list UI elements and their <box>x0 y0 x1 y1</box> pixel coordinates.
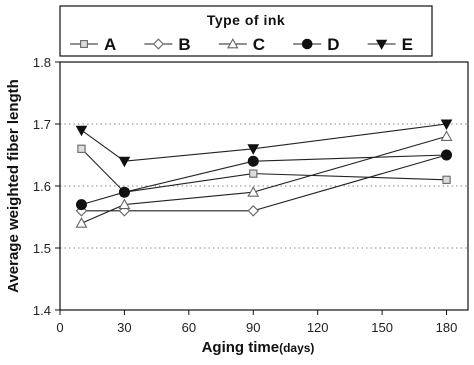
legend-entry-d-marker <box>301 38 313 50</box>
legend-entry-c: C <box>218 35 265 54</box>
legend-entry-c-marker <box>227 38 239 49</box>
series-e-line <box>81 123 447 162</box>
x-axis-label-text: Aging time <box>202 339 280 356</box>
legend-entry-e-label: E <box>402 35 413 54</box>
legend-entry-c-label: C <box>253 35 265 54</box>
series-d-line <box>81 154 447 206</box>
legend-entry-b-marker <box>152 38 164 50</box>
legend-entry-a-marker <box>80 40 88 48</box>
series-e-point <box>440 119 453 131</box>
legend: Type of ink A B C D E <box>59 5 433 57</box>
series-e-point <box>118 156 131 168</box>
series-c-point <box>118 198 131 210</box>
series-e <box>75 119 453 168</box>
series-c-line <box>81 135 447 224</box>
series-e-point <box>247 144 260 155</box>
legend-entry-b: B <box>144 35 191 54</box>
y-tick-label: 1.5 <box>33 241 51 256</box>
x-tick-label: 150 <box>371 320 393 335</box>
series-c-point <box>75 217 88 228</box>
series-d <box>75 149 453 211</box>
legend-entry-a-label: A <box>104 35 116 54</box>
series-a-point <box>77 144 86 153</box>
y-axis-label: Average weighted fiber length <box>5 79 22 293</box>
series-c-point <box>247 186 260 197</box>
series-group <box>75 119 453 228</box>
series-a-line <box>81 148 447 193</box>
legend-entry-e: E <box>367 35 413 54</box>
legend-box <box>59 5 433 57</box>
x-tick-label: 60 <box>182 320 196 335</box>
x-tick-label: 0 <box>56 320 63 335</box>
axis-labels: Aging time(days) Average weighted fiber l… <box>5 79 314 356</box>
series-d-point <box>118 186 130 198</box>
axes: 0 30 60 90 120 150 180 1.4 1.5 1.6 1.7 1.8 <box>33 55 469 335</box>
y-tick-label: 1.8 <box>33 55 51 70</box>
y-tick-label: 1.6 <box>33 179 51 194</box>
x-tick-label: 90 <box>246 320 260 335</box>
series-d-point <box>441 149 453 161</box>
series-e-point <box>75 125 88 137</box>
y-tick-label: 1.4 <box>33 303 51 318</box>
series-b-line <box>81 154 447 212</box>
legend-entry-b-label: B <box>178 35 190 54</box>
series-a-point <box>249 169 258 178</box>
legend-entry-d-label: D <box>327 35 339 54</box>
series-d-point <box>75 199 87 211</box>
x-axis-unit: (days) <box>279 341 314 355</box>
series-c-point <box>440 130 453 141</box>
x-axis-label: Aging time(days) <box>202 339 315 356</box>
series-c <box>75 130 453 228</box>
x-tick-label: 120 <box>307 320 329 335</box>
grid-lines <box>60 123 468 249</box>
series-a-point <box>442 175 451 184</box>
x-tick-label: 30 <box>117 320 131 335</box>
legend-entry-e-marker <box>375 39 388 50</box>
legend-entry-d: D <box>293 35 339 54</box>
series-b-point <box>247 205 260 217</box>
x-tick-label: 180 <box>436 320 458 335</box>
legend-entry-a: A <box>70 35 116 54</box>
legend-title: Type of ink <box>207 12 285 28</box>
series-d-point <box>247 155 259 167</box>
y-tick-label: 1.7 <box>33 117 51 132</box>
